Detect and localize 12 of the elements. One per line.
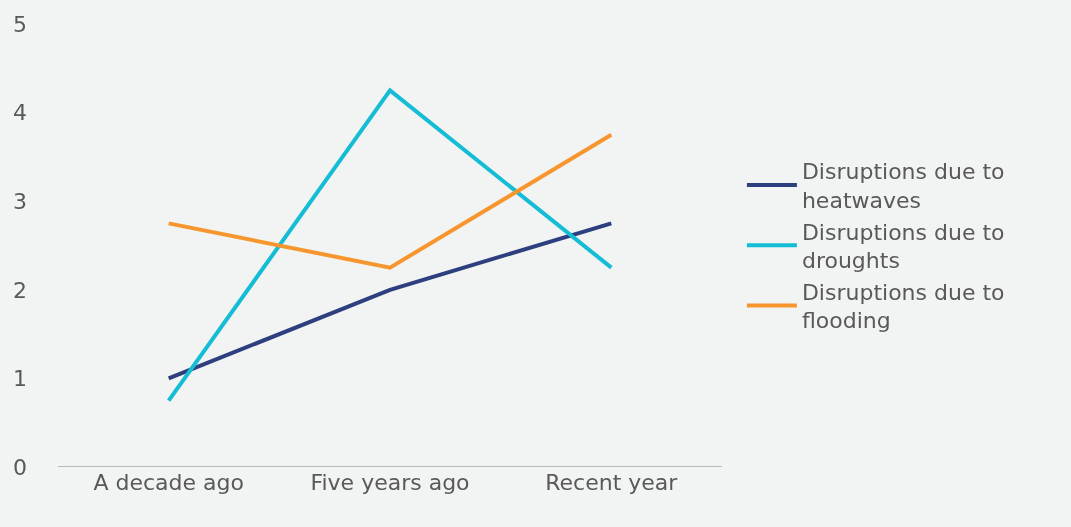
x-tick-label: Recent year [545, 470, 679, 495]
y-tick-label: 5 [13, 11, 27, 37]
y-tick-label: 3 [13, 188, 27, 214]
legend-label: Disruptions due to flooding [801, 279, 1005, 334]
y-tick-label: 4 [13, 100, 27, 126]
x-tick-label: Five years ago [310, 470, 470, 495]
y-tick-label: 2 [13, 277, 27, 303]
y-tick-label: 0 [13, 454, 27, 480]
y-tick-label: 1 [13, 366, 27, 392]
x-tick-label: A decade ago [93, 470, 244, 495]
legend-label: Disruptions due to droughts [801, 219, 1005, 274]
legend-label: Disruptions due to heatwaves [801, 159, 1005, 213]
